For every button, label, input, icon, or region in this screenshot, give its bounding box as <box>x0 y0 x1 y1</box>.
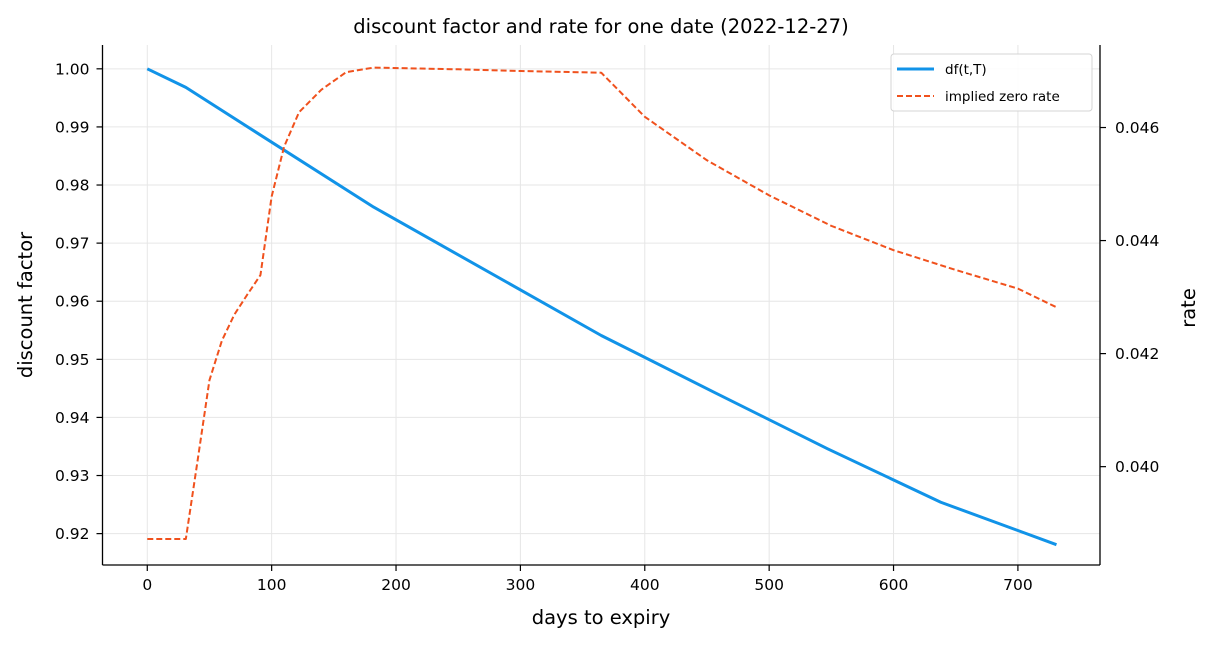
x-tick-label: 700 <box>1003 576 1033 594</box>
x-tick-label: 300 <box>506 576 536 594</box>
series-line-rate <box>147 66 1057 540</box>
y-axis-label-right: rate <box>1177 288 1200 328</box>
chart-title: discount factor and rate for one date (2… <box>353 15 848 38</box>
x-axis-label: days to expiry <box>532 606 671 629</box>
legend-label-rate: implied zero rate <box>945 89 1060 105</box>
y-tick-label-right: 0.040 <box>1115 458 1159 476</box>
y-tick-label-right: 0.046 <box>1115 119 1159 137</box>
ticks-layer: 0 100 200 300 400 500 600 700 0.92 0.93 0.94 0.95 0.… <box>55 60 1159 594</box>
y-tick-label-left: 0.94 <box>55 409 90 427</box>
x-tick-label: 100 <box>257 576 287 594</box>
legend-box <box>890 53 1093 112</box>
series-line-df <box>146 67 1057 547</box>
grid-layer <box>102 45 1100 565</box>
y-tick-label-left: 0.97 <box>55 235 90 253</box>
y-tick-label-left: 0.93 <box>55 467 90 485</box>
series-layer <box>146 66 1057 547</box>
y-tick-label-left: 0.99 <box>55 118 90 136</box>
legend: df(t,T) implied zero rate <box>890 53 1093 112</box>
x-tick-label: 600 <box>879 576 909 594</box>
y-tick-label-left: 0.98 <box>55 177 90 195</box>
y-axis-label-left: discount factor <box>14 231 37 378</box>
y-tick-label-right: 0.044 <box>1115 232 1159 250</box>
x-tick-label: 200 <box>381 576 411 594</box>
y-tick-label-left: 0.96 <box>55 293 90 311</box>
y-tick-label-left: 0.92 <box>55 525 90 543</box>
x-tick-label: 500 <box>754 576 784 594</box>
x-tick-label: 400 <box>630 576 660 594</box>
axes-layer <box>101 45 1101 566</box>
y-tick-label-right: 0.042 <box>1115 345 1159 363</box>
x-tick-label: 0 <box>142 576 152 594</box>
legend-label-df: df(t,T) <box>945 62 987 78</box>
y-tick-label-left: 1.00 <box>55 60 90 78</box>
y-tick-label-left: 0.95 <box>55 351 90 369</box>
